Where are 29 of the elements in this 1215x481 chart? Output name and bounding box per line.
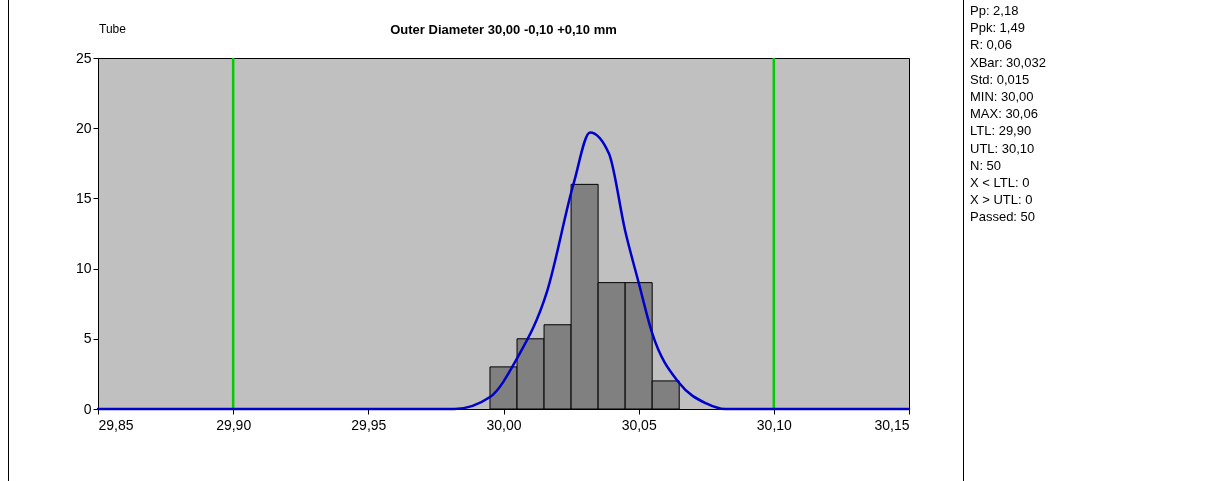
text: UTL: 30,10: [970, 139, 1036, 157]
text: Pp: 2,18: [970, 2, 1020, 20]
text: MIN: 30,00: [970, 88, 1035, 106]
x-tick-label: 29,90: [216, 416, 252, 433]
text: XBar: 30,032: [970, 53, 1047, 71]
text: R: 0,06: [970, 36, 1013, 54]
y-tick-label: 0: [83, 400, 92, 417]
text: MAX: 30,06: [970, 105, 1039, 123]
text: Passed: 50: [970, 208, 1037, 226]
text: N: 50: [970, 156, 1003, 175]
text: X > UTL: 0: [970, 191, 1034, 209]
text: LTL: 29,90: [970, 122, 1033, 140]
x-tick-label: 30,00: [486, 416, 522, 433]
y-tick-label: 5: [83, 330, 92, 347]
x-tick-label: 29,95: [351, 416, 387, 433]
text: Ppk: 1,49: [970, 19, 1026, 37]
chart-title: Outer Diameter 30,00 -0,10 +0,10 mm: [390, 22, 617, 37]
x-tick-label: 30,15: [874, 416, 910, 433]
x-tick-label: 30,10: [756, 416, 793, 433]
y-tick-label: 10: [75, 260, 92, 277]
text: Tube: [99, 22, 126, 36]
x-tick-label: 30,05: [621, 416, 657, 433]
text: X < LTL: 0: [970, 174, 1031, 192]
y-tick-label: 25: [75, 49, 92, 66]
y-tick-label: 15: [75, 189, 92, 206]
text: Std: 0,015: [970, 70, 1031, 89]
x-tick-label: 29,85: [98, 416, 134, 433]
y-tick-label: 20: [75, 119, 92, 136]
line-series: [96, 131, 911, 411]
